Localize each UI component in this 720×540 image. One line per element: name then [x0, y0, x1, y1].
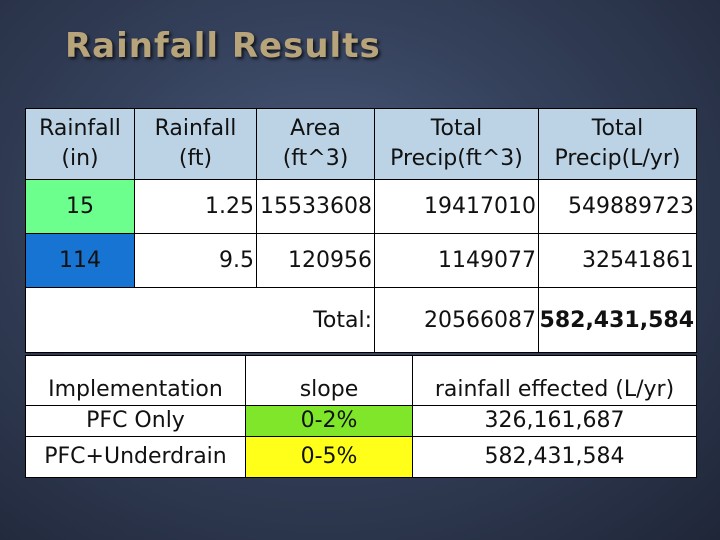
header-implementation: Implementation: [25, 355, 246, 406]
header-rainfall-ft: Rainfall (ft): [134, 108, 257, 180]
precip-ft3-cell: 1149077: [374, 233, 539, 288]
precip-lyr-cell: 32541861: [538, 233, 697, 288]
header-area: Area (ft^3): [256, 108, 375, 180]
slope-cell: 0-2%: [245, 405, 413, 437]
rainfall-ft-cell: 9.5: [134, 233, 257, 288]
total-label: Total:: [25, 287, 375, 353]
page-title: Rainfall Results: [65, 26, 381, 66]
effected-cell: 326,161,687: [412, 405, 697, 437]
impl-header-row: Implementation slope rainfall effected (…: [25, 355, 697, 406]
rainfall-in-cell: 114: [25, 233, 135, 288]
effected-cell: 582,431,584: [412, 435, 697, 478]
rainfall-table-header: Rainfall (in) Rainfall (ft) Area (ft^3) Tot…: [25, 108, 697, 180]
rainfall-ft-cell: 1.25: [134, 179, 257, 234]
precip-lyr-cell: 549889723: [538, 179, 697, 234]
total-row: Total: 20566087 582,431,584: [25, 287, 697, 353]
implementation-cell: PFC+Underdrain: [25, 435, 246, 478]
rainfall-table: Rainfall (in) Rainfall (ft) Area (ft^3) Tot…: [25, 108, 697, 353]
area-cell: 15533608: [256, 179, 375, 234]
header-slope: slope: [245, 355, 413, 406]
table-row: 114 9.5 120956 1149077 32541861: [25, 233, 697, 288]
header-total-precip-ft3: Total Precip(ft^3): [374, 108, 539, 180]
implementation-cell: PFC Only: [25, 405, 246, 437]
precip-ft3-cell: 19417010: [374, 179, 539, 234]
total-precip-ft3: 20566087: [374, 287, 539, 353]
total-precip-lyr: 582,431,584: [538, 287, 697, 353]
header-rainfall-in: Rainfall (in): [25, 108, 135, 180]
table-row: PFC Only 0-2% 326,161,687: [25, 405, 697, 437]
header-rainfall-effected: rainfall effected (L/yr): [412, 355, 697, 406]
implementation-table: Implementation slope rainfall effected (…: [25, 355, 697, 478]
rainfall-in-cell: 15: [25, 179, 135, 234]
table-row: 15 1.25 15533608 19417010 549889723: [25, 179, 697, 234]
header-total-precip-lyr: Total Precip(L/yr): [538, 108, 697, 180]
table-row: PFC+Underdrain 0-5% 582,431,584: [25, 435, 697, 478]
area-cell: 120956: [256, 233, 375, 288]
slope-cell: 0-5%: [245, 435, 413, 478]
